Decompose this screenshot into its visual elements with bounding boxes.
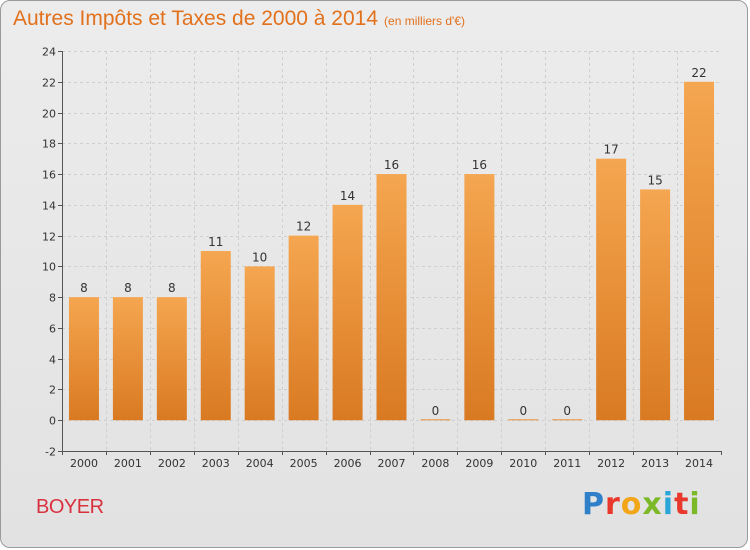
logo-letter: i	[662, 487, 675, 522]
bar-value-label: 12	[296, 220, 311, 234]
bar-value-label: 0	[519, 404, 527, 418]
y-tick-label: 22	[42, 77, 56, 90]
x-tick-label: 2000	[70, 457, 98, 470]
x-tick-label: 2009	[465, 457, 493, 470]
x-tick-label: 2011	[553, 457, 581, 470]
bar	[244, 266, 275, 421]
x-tick-label: 2005	[290, 457, 318, 470]
x-tick-label: 2003	[202, 457, 230, 470]
bar-value-label: 8	[168, 281, 176, 295]
bar	[288, 235, 319, 421]
chart-unit: (en milliers d'€)	[384, 14, 466, 28]
bar-value-label: 16	[472, 158, 487, 172]
bar	[552, 419, 583, 421]
bar-value-label: 11	[208, 235, 223, 249]
chart-title-block: Autres Impôts et Taxes de 2000 à 2014 (en…	[13, 7, 465, 31]
y-tick-label: 4	[49, 354, 56, 367]
x-tick-label: 2006	[334, 457, 362, 470]
y-tick-label: 2	[49, 384, 56, 397]
proxiti-logo: Proxiti	[582, 487, 701, 522]
bar	[68, 297, 99, 421]
bar	[684, 81, 715, 421]
y-tick-label: 16	[42, 169, 56, 182]
x-tick-label: 2010	[509, 457, 537, 470]
y-tick-label: 0	[49, 415, 56, 428]
logo-letter: x	[642, 487, 663, 522]
bar-value-label: 17	[604, 143, 619, 157]
x-tick-label: 2007	[378, 457, 406, 470]
x-tick-label: 2012	[597, 457, 625, 470]
bar-value-label: 14	[340, 189, 355, 203]
axes	[58, 51, 722, 455]
y-tick-label: 20	[42, 108, 56, 121]
bar-value-label: 10	[252, 250, 267, 264]
y-tick-label: 12	[42, 231, 56, 244]
logo-letter: r	[605, 487, 621, 522]
bar	[156, 297, 187, 421]
labels: -202468101214161820222482000820018200211…	[42, 46, 713, 471]
logo-letter: P	[582, 487, 605, 522]
x-tick-label: 2004	[246, 457, 274, 470]
bar-value-label: 16	[384, 158, 399, 172]
bar	[112, 297, 143, 421]
bar-value-label: 22	[691, 66, 706, 80]
x-tick-label: 2002	[158, 457, 186, 470]
y-tick-label: 10	[42, 261, 56, 274]
bar-value-label: 15	[647, 173, 662, 187]
y-tick-label: 14	[42, 200, 56, 213]
y-tick-label: 8	[49, 292, 56, 305]
x-tick-label: 2001	[114, 457, 142, 470]
chart-title: Autres Impôts et Taxes de 2000 à 2014	[13, 7, 379, 30]
bar	[332, 204, 363, 421]
y-tick-label: 24	[42, 46, 56, 59]
y-tick-label: -2	[45, 446, 56, 459]
x-tick-label: 2014	[685, 457, 713, 470]
bar	[464, 174, 495, 421]
bar-value-label: 0	[563, 404, 571, 418]
bars	[68, 81, 715, 421]
logo-letter: t	[674, 487, 690, 522]
logo-letter: o	[620, 487, 643, 522]
x-tick-label: 2008	[421, 457, 449, 470]
bar-value-label: 8	[80, 281, 88, 295]
bar	[640, 189, 671, 421]
bar	[596, 158, 627, 421]
commune-name: BOYER	[36, 496, 104, 518]
logo-letter: i	[689, 487, 701, 522]
bar-value-label: 8	[124, 281, 132, 295]
x-tick-label: 2013	[641, 457, 669, 470]
bar	[376, 174, 407, 421]
y-tick-label: 18	[42, 138, 56, 151]
bar-value-label: 0	[432, 404, 440, 418]
bar	[200, 251, 231, 421]
bar	[508, 419, 539, 421]
bar	[420, 419, 451, 421]
y-tick-label: 6	[49, 323, 56, 336]
